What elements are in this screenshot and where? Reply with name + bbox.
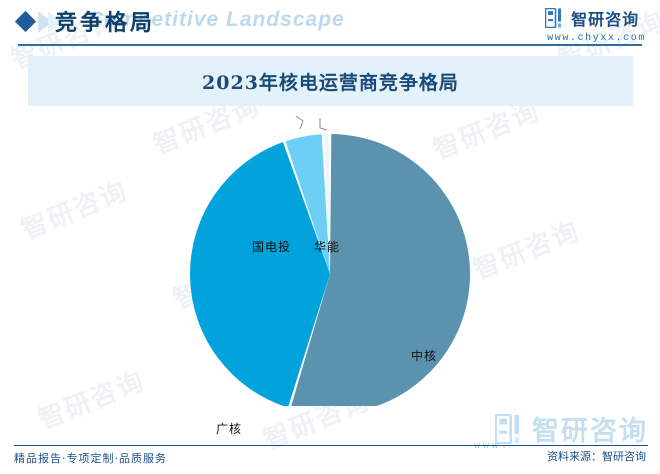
diamond-icon [14,10,37,33]
pie-label-guanghe: 广核 [216,422,243,436]
footer-www-text: www. [473,441,510,452]
pie-chart-svg [190,115,470,406]
zhiyan-logo-icon [495,413,519,444]
footer-source: 资料来源：智研咨询 [547,450,646,463]
brand-url[interactable]: www.chyxx.com [547,33,646,44]
brand-logo[interactable]: 智研咨询 www.chyxx.com [545,6,646,44]
chart-title: 2023年核电运营商竞争格局 [202,72,459,94]
pie-chart: 中核 广核 国电投 华能 [0,106,660,436]
footer-brand-name: 智研咨询 [532,416,648,447]
page-footer: 智研咨询 www. 精品报告·专项定制·品质服务 资料来源：智研咨询 [0,410,660,474]
header-divider [18,44,642,46]
header-subtitle-en: Competitive Landscape [88,8,345,31]
pie-slice-0[interactable] [291,134,470,406]
chevron-right-icon [38,11,62,33]
footer-divider [14,445,648,446]
zhiyan-logo-icon [545,8,562,28]
chart-title-band: 2023年核电运营商竞争格局 [28,56,633,106]
brand-name: 智研咨询 [571,10,640,29]
pie-label-huaneng: 华能 [314,240,341,254]
pie-slice-1[interactable] [190,142,330,406]
footer-brand-logo: 智研咨询 [495,409,648,448]
pie-slice-2[interactable] [285,134,330,274]
pie-slice-3[interactable] [324,134,330,274]
pie-label-zhonghe: 中核 [411,349,438,363]
pie-slices [190,134,470,406]
pie-leader-lines [295,115,328,131]
header-title-cn: 竞争格局 [55,11,156,36]
pie-label-guodiantou: 国电投 [252,240,292,254]
page-header: Competitive Landscape 竞争格局 [0,0,660,48]
footer-tagline: 精品报告·专项定制·品质服务 [14,452,167,465]
